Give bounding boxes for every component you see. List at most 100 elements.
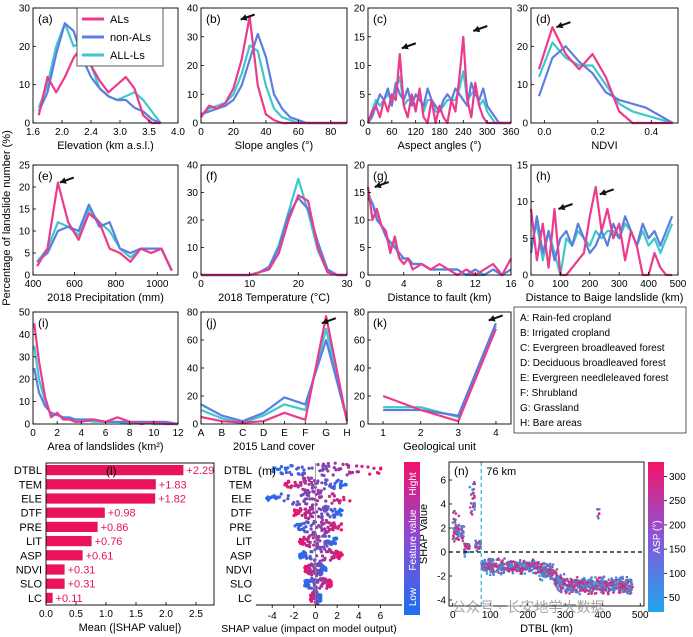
x-tick-label: 6 [103,428,109,439]
dependence-point [520,563,523,566]
shap-point [331,473,335,477]
shap-point [271,470,275,474]
legend-label-als: ALs [110,14,129,26]
shap-point [322,533,326,538]
panel-shap-bar: DTBL +2.29 TEM +1.83 ELE +1.82 DTF +0.98 PRE +0.8… [14,462,215,634]
y-tick-label: 10 [354,216,366,227]
shap-point [308,567,312,571]
dependence-point [596,508,599,511]
shap-point [309,557,313,561]
dependence-point [469,502,473,505]
shap-point [299,481,303,485]
shap-point [324,578,328,582]
y-tick-label: 20 [19,375,31,386]
shap-point [316,479,320,483]
dependence-point [507,570,511,573]
shap-point [325,507,329,511]
shap-point [307,535,311,539]
dependence-point [625,579,629,582]
shap-point [296,472,300,476]
y-tick-label: 0 [192,119,198,130]
dependence-point [463,555,467,558]
y-tick-label: 0 [522,119,528,130]
dependence-point [605,584,608,587]
x-axis-label: DTBL (km) [520,623,573,635]
dependence-point [540,572,544,576]
x-tick-label: 180 [431,127,448,138]
dependence-point [629,589,632,592]
shap-point [341,462,345,466]
dependence-point [614,578,618,582]
dependence-point [619,579,622,583]
shap-point [329,584,333,588]
x-tick-label: 2.0 [55,127,69,138]
shap-point [320,512,324,516]
shap-point [312,490,316,494]
dependence-point [562,572,566,576]
shap-point [302,541,307,545]
x-tick-label: -2 [289,611,298,622]
dependence-point [485,569,489,572]
x-tick-label: 400 [594,610,611,621]
dependence-point [559,578,562,582]
x-tick-label: F [302,428,308,439]
shap-point [317,568,321,573]
shap-point [297,540,302,544]
dependence-point [548,562,552,566]
dependence-point [525,567,529,570]
x-tick-label: 2.4 [84,127,98,138]
y-tick-label: 40 [187,161,199,172]
dependence-point [489,565,493,568]
shap-point [302,551,306,555]
dependence-point [497,564,501,568]
x-tick-label: 3.5 [142,127,156,138]
bar-dtf [46,507,105,518]
x-tick-label: 0 [313,611,319,622]
panel-elevation: 1.6 2.0 2.4 3.0 3.5 4.0 0 10 20 30 Elevation (km a… [19,4,186,153]
y-tick-label: -2 [437,572,446,583]
shap-point [340,508,344,512]
shap-point [295,503,299,507]
panel-ndvi: 0.0 0.2 0.4 0 10 20 30 NDVI (d) [517,4,679,152]
y-tick-label: 80 [354,308,366,319]
shap-point [321,462,325,466]
y-tick-label: 20 [187,61,199,72]
watermark: 公众号 · 长安地学大数据 [452,599,604,615]
y-tick-label: 20 [187,216,199,227]
shap-point [329,549,333,553]
dependence-point [539,565,542,569]
dependence-point [611,586,615,589]
shap-point [379,467,383,471]
dependence-point [488,559,492,562]
x-axis-label: SHAP value (impact on model output) [221,623,396,635]
shap-point [326,461,330,466]
shap-point [296,500,300,504]
shap-point [331,540,335,544]
dependence-point [523,565,526,568]
series-line-allls [200,327,349,424]
shap-point [323,506,327,510]
y-tick-label: 20 [354,4,366,15]
bar-lit [46,535,92,547]
dependence-point [471,505,475,509]
shap-point [302,537,307,541]
shap-point [296,466,300,470]
panel-tag: (i) [38,316,49,330]
dependence-point [499,572,503,576]
dependence-point [598,508,601,511]
shap-point [307,586,311,590]
shap-point [277,467,282,471]
x-tick-label: 500 [632,610,649,621]
shap-point [355,470,359,474]
panel-area: 0 2 4 6 8 10 12 0 10 20 30 40 50 Area of landslides (… [19,308,184,454]
x-tick-label: 0.2 [591,127,605,138]
shap-point [309,593,313,597]
dependence-point [514,565,518,569]
shap-point [310,486,314,490]
dependence-point [602,575,606,578]
y-tick-label: 15 [354,32,366,43]
shap-point [318,571,322,576]
feature-colorbar-high: Hight [408,472,419,496]
land-cover-legend-box [513,306,687,434]
x-tick-label: 200 [519,610,536,621]
